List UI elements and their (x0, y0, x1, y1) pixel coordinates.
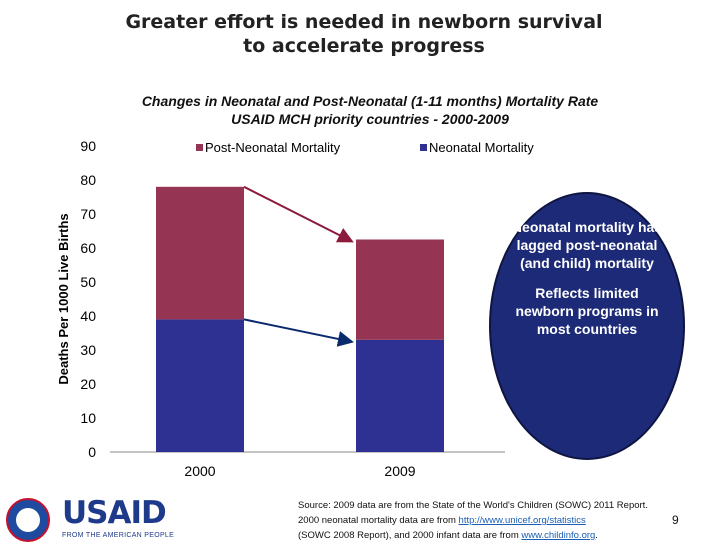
y-tick-label: 70 (80, 206, 96, 222)
legend-swatch (420, 144, 427, 151)
y-tick-label: 20 (80, 376, 96, 392)
source-line-3-suffix: . (595, 530, 598, 541)
title-line-1: Greater effort is needed in newborn surv… (125, 11, 603, 33)
neonatal-trend-arrow (243, 318, 354, 347)
usaid-seal-icon (6, 498, 50, 542)
legend-label: Neonatal Mortality (429, 140, 534, 155)
y-tick-label: 50 (80, 274, 96, 290)
y-tick-label: 0 (88, 444, 96, 460)
callout-paragraph-1: Neonatal mortality has lagged post-neona… (511, 219, 663, 271)
subtitle-line-2: USAID MCH priority countries - 2000-2009 (231, 111, 509, 127)
title-line-2: to accelerate progress (243, 35, 485, 57)
slide-title: Greater effort is needed in newborn surv… (0, 10, 728, 58)
source-line-3: (SOWC 2008 Report), and 2000 infant data… (298, 528, 668, 543)
y-axis-label: Deaths Per 1000 Live Births (56, 213, 71, 384)
y-tick-label: 40 (80, 308, 96, 324)
callout-circle (489, 192, 685, 460)
unicef-link[interactable]: http://www.unicef.org/statistics (458, 515, 586, 526)
legend-label: Post-Neonatal Mortality (205, 140, 341, 155)
x-tick-label: 2000 (184, 463, 215, 479)
subtitle-line-1: Changes in Neonatal and Post-Neonatal (1… (141, 93, 599, 109)
childinfo-link[interactable]: www.childinfo.org (521, 530, 596, 541)
source-line-1: Source: 2009 data are from the State of … (298, 500, 648, 511)
callout-paragraph-2: Reflects limited newborn programs in mos… (515, 285, 659, 337)
source-line-2-text: 2000 neonatal mortality data are from (298, 515, 459, 526)
source-line-3-text: (SOWC 2008 Report), and 2000 infant data… (298, 530, 522, 541)
usaid-wordmark: USAID (62, 495, 167, 531)
bar-post-neonatal-mortality-2009 (356, 239, 444, 340)
bar-post-neonatal-mortality-2000 (156, 186, 244, 320)
usaid-tagline: FROM THE AMERICAN PEOPLE (62, 532, 175, 539)
chart-subtitle: Changes in Neonatal and Post-Neonatal (1… (70, 92, 670, 128)
x-tick-label: 2009 (384, 463, 415, 479)
y-tick-label: 60 (80, 240, 96, 256)
bar-neonatal-mortality-2009 (356, 339, 444, 452)
y-tick-label: 10 (80, 410, 96, 426)
callout-text: Neonatal mortality has lagged post-neona… (505, 218, 669, 350)
y-tick-label: 90 (80, 138, 96, 154)
bar-neonatal-mortality-2000 (156, 319, 244, 452)
y-tick-label: 80 (80, 172, 96, 188)
post-neonatal-trend-arrow (243, 185, 354, 243)
y-tick-label: 30 (80, 342, 96, 358)
page-number: 9 (672, 513, 679, 527)
source-note: Source: 2009 data are from the State of … (298, 498, 668, 543)
legend-swatch (196, 144, 203, 151)
source-line-2: 2000 neonatal mortality data are from ht… (298, 513, 668, 528)
